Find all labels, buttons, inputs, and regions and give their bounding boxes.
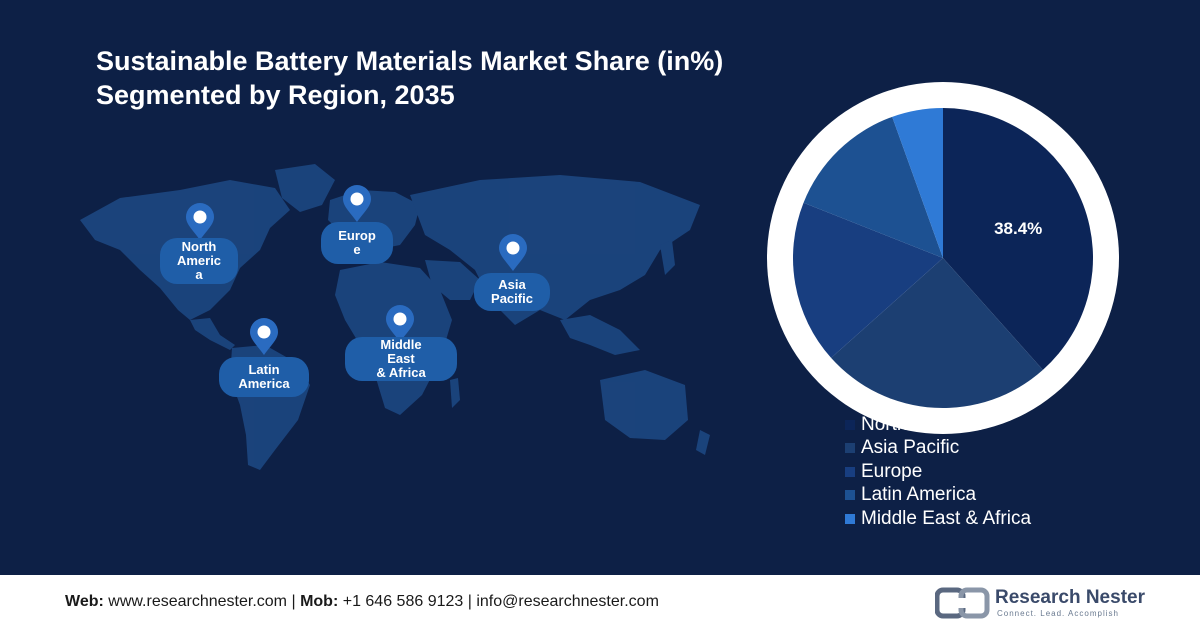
legend-item: Latin America (845, 484, 1031, 508)
region-label-line: Europ (338, 228, 376, 243)
legend-item: Asia Pacific (845, 437, 1031, 461)
location-pin-icon (386, 305, 414, 342)
legend-label: North America (861, 413, 982, 435)
region-label-line: America (238, 376, 290, 391)
logo-mark-icon (935, 587, 990, 619)
region-label-line: Middle (380, 337, 422, 352)
region-label-line: a (195, 267, 203, 282)
region-label-latin-america: Latin America (219, 357, 309, 397)
email-link[interactable]: info@researchnester.com (476, 593, 659, 610)
title-line-1: Sustainable Battery Materials Market Sha… (96, 46, 724, 76)
research-nester-logo: Research Nester Connect. Lead. Accomplis… (935, 585, 1145, 621)
web-link[interactable]: www.researchnester.com (108, 593, 287, 610)
location-pin-icon (343, 185, 371, 222)
legend-label: Latin America (861, 484, 977, 506)
legend-swatch (845, 419, 855, 430)
region-label-europ-e: Europ e (321, 222, 393, 264)
legend-label: Europe (861, 460, 923, 482)
legend-swatch (845, 513, 855, 524)
region-label-line: Latin (248, 362, 280, 377)
web-label: Web: (65, 593, 104, 610)
region-label-line: Pacific (491, 291, 533, 306)
legend-swatch (845, 466, 855, 477)
legend-label: Middle East & Africa (861, 507, 1032, 529)
region-label-line: e (353, 242, 361, 257)
pie-slice-north-america (943, 108, 1093, 370)
contact-line: Web: www.researchnester.com | Mob: +1 64… (65, 593, 659, 611)
chart-legend: North America Asia Pacific Europe Latin Ame… (845, 413, 1031, 531)
logo-tagline: Connect. Lead. Accomplish (997, 609, 1119, 618)
region-label-line: Asia (498, 277, 526, 292)
region-label-line: North (181, 239, 217, 254)
location-pin-icon (250, 318, 278, 355)
separator: | (467, 593, 472, 610)
chart-title: Sustainable Battery Materials Market Sha… (96, 44, 723, 112)
pie-slice-europe (793, 202, 943, 358)
pie-data-label-north-america: 38.4% (994, 218, 1043, 238)
logo-name: Research Nester (995, 587, 1145, 608)
region-label-asia-pacific: Asia Pacific (474, 273, 550, 311)
footer: Web: www.researchnester.com | Mob: +1 64… (0, 575, 1200, 628)
region-label-line: Americ (176, 253, 222, 268)
legend-item: North America (845, 413, 1031, 437)
pie-slice-middle-east-africa (892, 108, 943, 258)
separator: | (291, 593, 296, 610)
mobile-number: +1 646 586 9123 (342, 593, 464, 610)
mobile-label: Mob: (300, 593, 339, 610)
location-pin-icon (499, 234, 527, 271)
region-label-line: East (387, 351, 415, 366)
pie-slice-asia-pacific (831, 258, 1043, 408)
infographic-panel: Sustainable Battery Materials Market Sha… (0, 0, 1200, 575)
legend-swatch (845, 490, 855, 501)
region-label-north-americ-a: North Americ a (160, 238, 238, 284)
location-pin-icon (186, 203, 214, 240)
region-label-middle-east-africa: Middle East & Africa (345, 337, 457, 381)
pie-slice-latin-america (803, 116, 943, 258)
legend-swatch (845, 443, 855, 454)
title-line-2: Segmented by Region, 2035 (96, 80, 455, 110)
legend-item: Europe (845, 460, 1031, 484)
legend-label: Asia Pacific (861, 437, 960, 459)
legend-item: Middle East & Africa (845, 507, 1031, 531)
pie-chart (793, 108, 1093, 408)
region-label-line: & Africa (376, 365, 426, 380)
